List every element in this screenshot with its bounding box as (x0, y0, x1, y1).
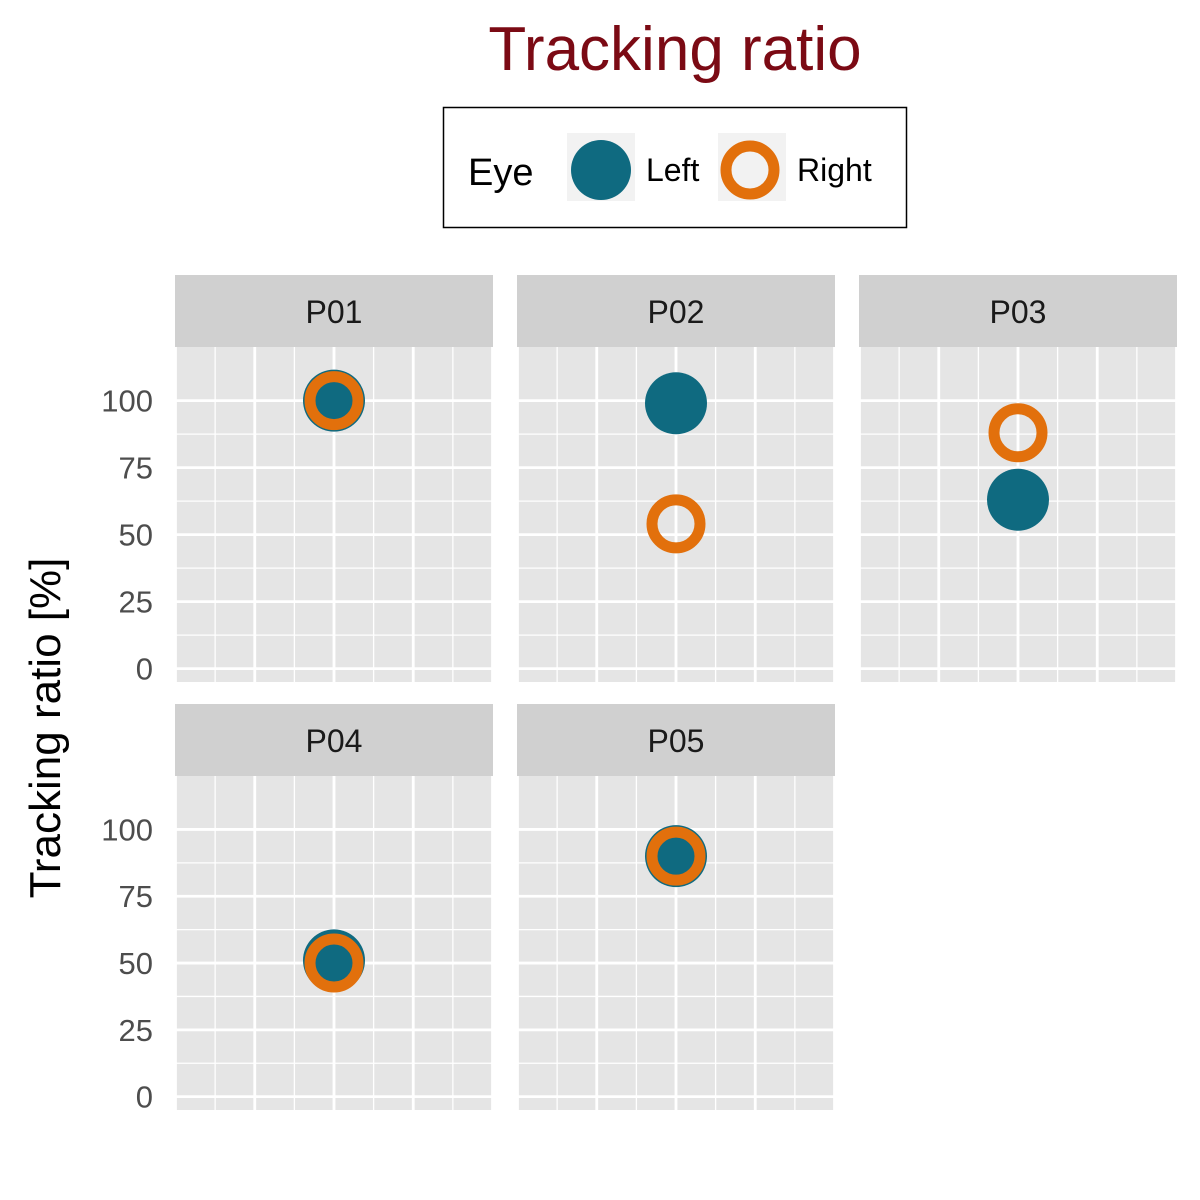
point-left-p02 (645, 372, 707, 435)
facet-label-p04: P04 (306, 723, 363, 759)
facet-strip-p02 (517, 275, 835, 347)
facet-label-p01: P01 (306, 294, 363, 330)
facet-label-p02: P02 (648, 294, 705, 330)
legend-title: Eye (468, 152, 533, 194)
point-right-p03 (988, 403, 1048, 463)
y-tick-label: 100 (101, 384, 153, 419)
point-right-p04 (304, 933, 364, 993)
y-tick-label: 50 (119, 518, 153, 553)
y-tick-label: 0 (136, 1080, 153, 1115)
facet-label-p05: P05 (648, 723, 705, 759)
y-axis-label: Tracking ratio [%] (21, 558, 70, 899)
facet-strip-p01 (175, 275, 493, 347)
legend-box (442, 106, 908, 229)
y-tick-label: 0 (136, 652, 153, 687)
facet-strip-p03 (859, 275, 1177, 347)
facet-label-p03: P03 (990, 294, 1047, 330)
chart-title: Tracking ratio (488, 15, 861, 84)
point-right-p05 (646, 826, 706, 886)
facet-strip-p04 (175, 704, 493, 776)
facet-strip-p05 (517, 704, 835, 776)
y-tick-label: 75 (119, 879, 153, 914)
facet-panels: P01 0 25 50 75 100 P02 P03 P04 0 25 50 75 100 P05 (101, 275, 1178, 1115)
point-right-p01 (304, 371, 364, 431)
legend-left-label: Left (646, 152, 699, 188)
point-left-p03 (987, 468, 1049, 531)
legend-left-marker (571, 140, 631, 200)
legend-right-marker (720, 140, 780, 200)
y-tick-label: 25 (119, 585, 153, 620)
y-tick-label: 75 (119, 451, 153, 486)
legend: Eye Left Right (442, 106, 908, 229)
y-tick-label: 25 (119, 1013, 153, 1048)
y-tick-label: 100 (101, 812, 153, 847)
legend-right-label: Right (797, 152, 872, 188)
y-tick-label: 50 (119, 946, 153, 981)
point-right-p02 (646, 494, 706, 554)
